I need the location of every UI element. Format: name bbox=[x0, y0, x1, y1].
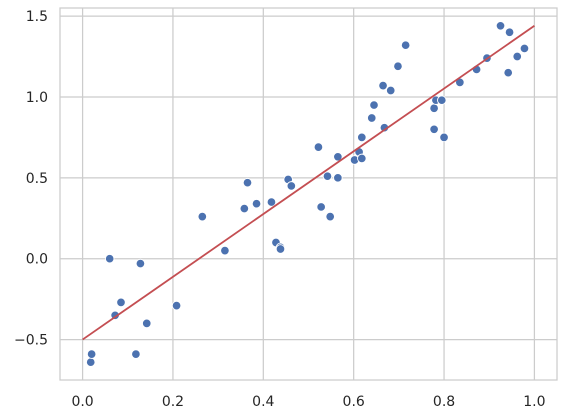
x-tick-label: 1.0 bbox=[523, 394, 545, 410]
data-point bbox=[275, 244, 286, 254]
data-point bbox=[512, 51, 522, 62]
data-point bbox=[378, 80, 388, 91]
data-point bbox=[495, 21, 506, 31]
data-point bbox=[316, 202, 326, 212]
data-point bbox=[251, 198, 262, 209]
data-point bbox=[116, 297, 126, 308]
x-tick-label: 0.8 bbox=[433, 394, 455, 410]
data-point bbox=[357, 132, 367, 143]
y-tick-label: 0.5 bbox=[26, 171, 48, 187]
data-point bbox=[333, 173, 343, 183]
x-tick-label: 0.2 bbox=[162, 394, 184, 410]
x-tick-label: 0.4 bbox=[252, 394, 274, 410]
data-point bbox=[503, 67, 513, 78]
data-point bbox=[286, 181, 297, 191]
data-point bbox=[141, 318, 152, 329]
data-point bbox=[400, 40, 411, 50]
data-point bbox=[393, 61, 403, 71]
x-tick-label: 0.6 bbox=[343, 394, 365, 410]
data-point bbox=[369, 100, 379, 110]
data-point bbox=[519, 43, 530, 54]
data-point bbox=[333, 152, 343, 162]
y-tick-label: 0.0 bbox=[26, 252, 48, 268]
grid-x bbox=[81, 8, 536, 380]
scatter-points bbox=[85, 21, 530, 367]
data-point bbox=[367, 113, 377, 123]
grid-y bbox=[60, 15, 557, 341]
y-tick-labels: −0.5 0.0 0.5 1.0 1.5 bbox=[14, 9, 48, 348]
fit-lines bbox=[82, 25, 535, 341]
data-point bbox=[322, 171, 333, 181]
y-tick-label: 1.0 bbox=[26, 90, 48, 106]
data-point bbox=[85, 357, 96, 367]
data-point bbox=[266, 197, 277, 207]
data-point bbox=[429, 124, 439, 135]
data-point bbox=[242, 177, 253, 188]
data-point bbox=[197, 211, 208, 222]
data-point bbox=[104, 253, 115, 264]
data-point bbox=[429, 103, 439, 114]
x-tick-labels: 0.0 0.2 0.4 0.6 0.8 1.0 bbox=[71, 394, 545, 410]
data-point bbox=[385, 85, 396, 96]
y-tick-label: −0.5 bbox=[14, 333, 48, 349]
data-point bbox=[325, 211, 335, 222]
x-tick-label: 0.0 bbox=[71, 394, 93, 410]
y-tick-label: 1.5 bbox=[26, 9, 48, 25]
data-point bbox=[439, 132, 449, 143]
data-point bbox=[131, 349, 141, 359]
data-point bbox=[437, 95, 447, 105]
data-point bbox=[220, 245, 230, 256]
data-point bbox=[504, 27, 515, 38]
data-point bbox=[171, 300, 182, 311]
plot-area bbox=[59, 7, 558, 381]
fit-line bbox=[82, 25, 535, 341]
data-point bbox=[357, 153, 367, 164]
data-point bbox=[86, 349, 97, 359]
data-point bbox=[313, 142, 324, 152]
data-point bbox=[135, 258, 146, 269]
data-point bbox=[239, 203, 250, 214]
